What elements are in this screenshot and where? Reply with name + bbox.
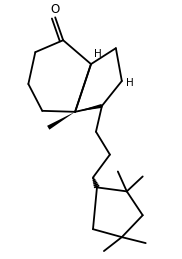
Text: H: H — [126, 78, 134, 88]
Polygon shape — [47, 112, 75, 130]
Polygon shape — [75, 104, 102, 112]
Text: H: H — [94, 49, 102, 59]
Text: O: O — [51, 3, 60, 16]
